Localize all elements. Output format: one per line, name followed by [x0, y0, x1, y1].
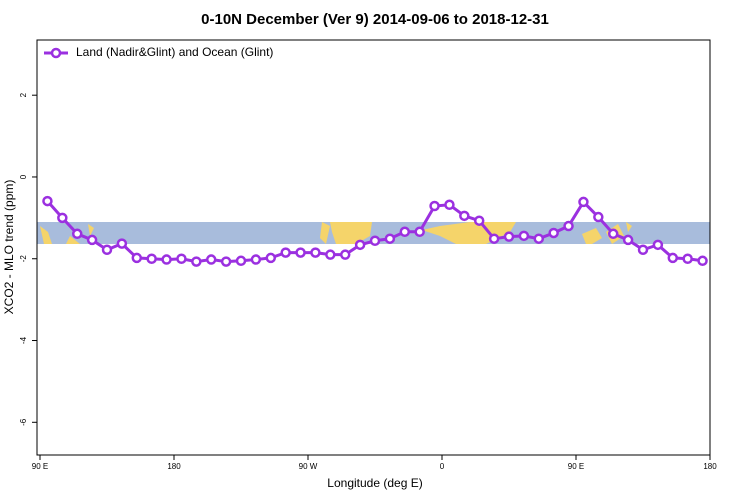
- x-tick-label: 90 E: [32, 462, 48, 471]
- point: [518, 230, 530, 242]
- point: [593, 211, 604, 223]
- x-tick-label: 90 E: [568, 462, 584, 471]
- legend-label: Land (Nadir&Glint) and Ocean (Glint): [76, 45, 273, 59]
- y-tick-label: -6: [19, 418, 28, 426]
- point: [459, 210, 470, 222]
- point: [563, 220, 574, 232]
- point: [205, 254, 217, 265]
- point: [310, 247, 321, 258]
- point: [473, 215, 485, 226]
- point: [71, 228, 83, 240]
- x-tick-label: 180: [703, 462, 717, 471]
- point: [161, 254, 172, 265]
- point: [101, 244, 113, 255]
- point: [533, 233, 545, 244]
- point: [607, 228, 619, 240]
- chart-title: 0-10N December (Ver 9) 2014-09-06 to 201…: [201, 11, 549, 28]
- point: [429, 200, 440, 212]
- point: [682, 253, 693, 264]
- point: [667, 252, 679, 264]
- point: [354, 239, 366, 251]
- point: [295, 247, 306, 258]
- point: [57, 212, 68, 224]
- y-tick-label: 2: [19, 92, 28, 97]
- y-tick-label: 0: [19, 174, 28, 179]
- point: [116, 238, 128, 249]
- point: [384, 233, 396, 244]
- x-tick-label: 0: [440, 462, 445, 471]
- point: [697, 255, 708, 267]
- point: [325, 249, 336, 260]
- point: [503, 231, 515, 242]
- point: [548, 227, 559, 239]
- y-axis-label: XCO2 - MLO trend (ppm): [2, 180, 16, 315]
- point: [652, 239, 664, 251]
- point: [191, 256, 202, 267]
- x-tick-label: 90 W: [299, 462, 318, 471]
- point: [280, 247, 291, 258]
- point: [250, 254, 262, 265]
- x-axis-label: Longitude (deg E): [327, 476, 422, 490]
- point: [265, 252, 277, 264]
- plot-frame: [36, 39, 711, 456]
- legend-marker: [50, 47, 62, 59]
- point: [146, 253, 157, 264]
- point: [339, 249, 351, 260]
- point: [42, 195, 53, 207]
- point: [86, 234, 98, 246]
- y-tick-label: -4: [19, 336, 28, 344]
- point: [444, 199, 455, 211]
- point: [637, 244, 649, 255]
- point: [131, 252, 143, 264]
- point: [369, 235, 381, 247]
- point: [414, 226, 425, 238]
- y-tick-label: -2: [19, 255, 28, 263]
- point: [622, 234, 634, 246]
- x-tick-label: 180: [167, 462, 181, 471]
- point: [235, 255, 247, 267]
- point: [220, 256, 232, 267]
- point: [399, 226, 411, 238]
- point: [176, 253, 187, 264]
- point: [488, 233, 500, 244]
- point: [578, 196, 589, 208]
